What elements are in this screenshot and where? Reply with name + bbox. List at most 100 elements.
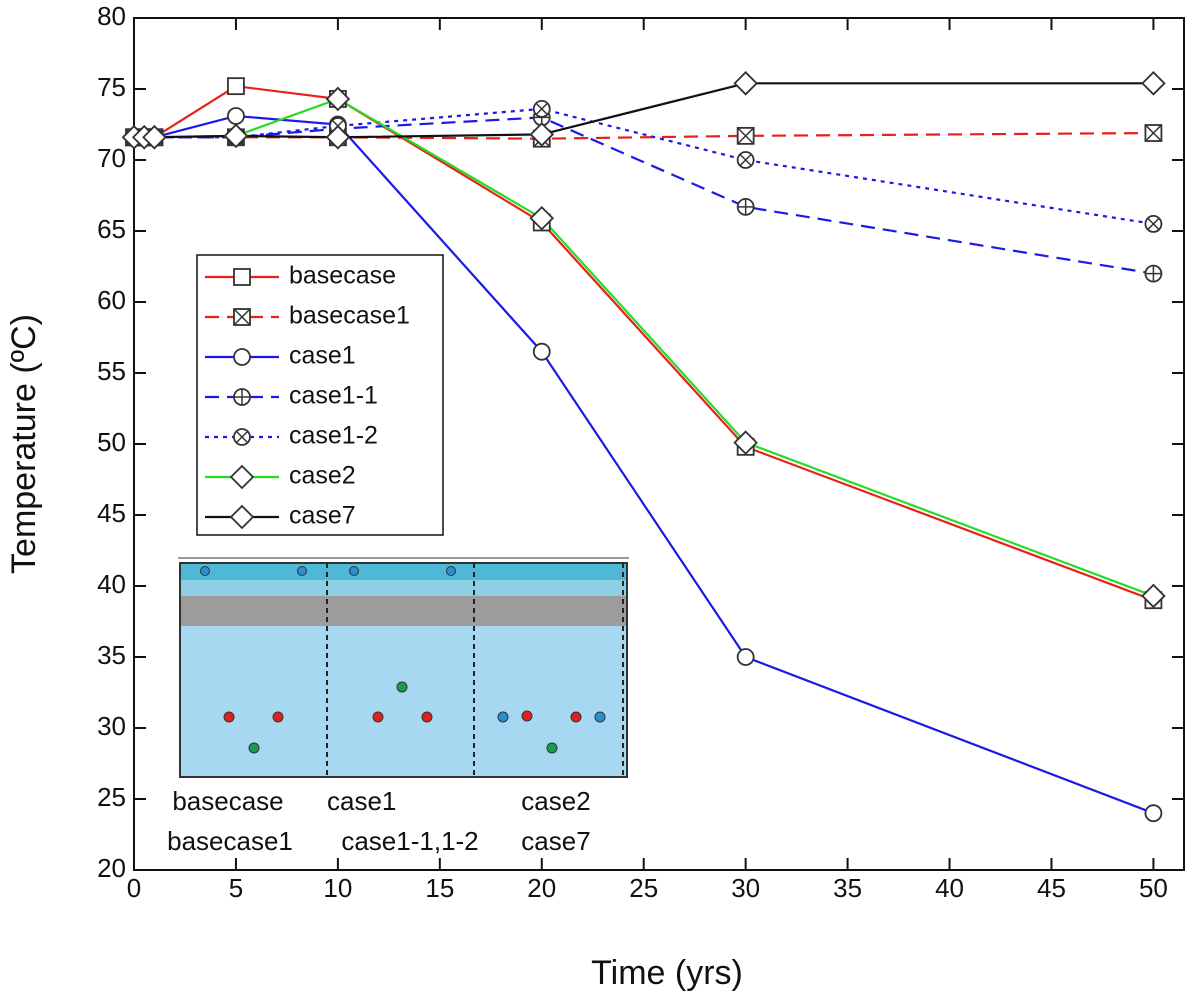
marker [1141,71,1166,96]
well [521,710,533,722]
y-tick-label: 70 [97,143,126,173]
y-tick-label: 25 [97,782,126,812]
marker [229,464,255,490]
x-tick-label: 50 [1139,873,1168,903]
legend-label: case1-2 [289,422,378,450]
marker-part [532,342,551,361]
marker [736,151,755,169]
x-tick-label: 25 [629,873,658,903]
marker [142,125,167,150]
series-line [134,82,1154,139]
marker-part [739,153,752,167]
inset-label: case7 [521,826,590,856]
x-tick-label: 5 [229,873,243,903]
inset-wells [200,566,606,754]
x-tick-label: 15 [425,873,454,903]
marker [325,125,351,150]
marker [233,388,251,406]
marker-part [733,430,758,455]
marker-part [142,125,167,150]
inset-label: basecase1 [167,826,293,856]
y-tick-label: 75 [97,72,126,102]
marker-part [223,123,249,149]
inset-label: basecase [172,786,283,816]
y-tick-label: 65 [97,214,126,244]
x-tick-label: 40 [935,873,964,903]
marker-part [736,648,755,666]
marker-part [229,504,255,530]
marker-part [529,122,555,147]
marker [529,205,555,231]
marker [227,107,245,125]
y-tick-label: 50 [97,427,126,457]
marker [532,342,551,361]
x-tick-label: 45 [1037,873,1066,903]
x-tick-label: 20 [527,873,556,903]
y-tick-label: 55 [97,356,126,386]
marker [1144,264,1163,283]
y-tick-label: 30 [97,711,126,741]
legend: basecase basecase1 case1 case1-1 case1-2 case… [196,254,444,536]
marker-part [1141,583,1166,609]
y-tick-label: 20 [97,853,126,883]
series-line [134,116,1154,275]
marker [1141,583,1166,609]
x-tick-label: 0 [127,873,141,903]
x-tick-label: 35 [833,873,862,903]
x-tick-label: 10 [323,873,352,903]
marker [532,99,551,118]
well [272,711,284,723]
inset: basecase basecase1 case1 case1-1,1-2 cas… [167,557,629,856]
well [497,711,509,723]
inset-label: case1 [327,786,396,816]
well [421,711,433,723]
marker-part [233,268,251,286]
x-tick-label: 30 [731,873,760,903]
marker [233,428,251,446]
well [297,566,307,576]
marker-part [227,77,245,96]
marker-part [235,430,249,444]
y-tick-label: 60 [97,285,126,315]
well [248,742,260,754]
marker-part [1141,71,1166,96]
marker-part [1144,804,1163,823]
legend-label: case1-1 [289,382,378,410]
marker [233,308,251,326]
marker-part [529,205,555,231]
well [446,566,456,576]
well [372,711,384,723]
marker-part [325,86,351,112]
well [396,681,408,693]
marker [736,126,755,145]
legend-label: case2 [289,462,356,490]
marker-part [325,125,351,150]
marker-part [737,127,755,145]
series-line [134,107,1154,225]
inset-frame [179,562,628,778]
well [594,711,606,723]
marker-part [233,348,251,366]
marker [1144,214,1163,233]
y-tick-label: 80 [97,1,126,31]
y-tick-label: 35 [97,640,126,670]
y-tick-label: 40 [97,569,126,599]
marker [325,86,351,112]
legend-label: basecase [289,262,396,290]
inset-second-layer [180,580,627,596]
marker [233,348,251,366]
marker [736,648,755,666]
marker [1144,124,1163,142]
marker-part [229,464,255,490]
well [200,566,210,576]
legend-label: basecase1 [289,302,410,330]
marker [736,197,755,216]
marker-part [1144,124,1162,142]
marker [227,77,245,96]
marker [233,268,251,286]
well [546,742,558,754]
x-axis-title: Time (yrs) [591,954,743,992]
well [349,566,359,576]
marker-part [1147,217,1160,231]
